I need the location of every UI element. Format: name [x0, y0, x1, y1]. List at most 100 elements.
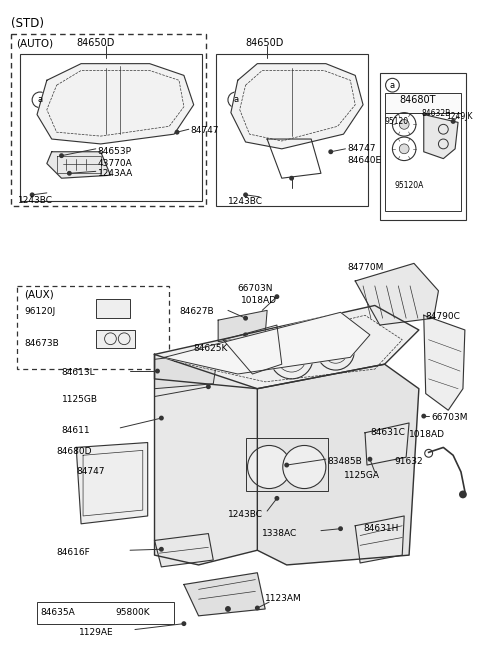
Bar	[96, 330, 135, 348]
Text: 84790C: 84790C	[426, 312, 461, 322]
Circle shape	[243, 193, 248, 197]
Bar	[21, 54, 202, 200]
Text: 1018AD: 1018AD	[240, 295, 276, 305]
Circle shape	[459, 491, 467, 498]
Polygon shape	[76, 443, 148, 524]
Text: 84770M: 84770M	[348, 263, 384, 272]
Text: 1123AM: 1123AM	[265, 594, 302, 603]
Text: 84625K: 84625K	[194, 344, 228, 352]
Circle shape	[175, 130, 180, 135]
Polygon shape	[47, 152, 110, 178]
Bar	[96, 299, 130, 318]
Circle shape	[275, 294, 279, 299]
Polygon shape	[218, 310, 267, 342]
Text: 96120J: 96120J	[24, 307, 56, 316]
Polygon shape	[37, 64, 194, 144]
Bar	[216, 54, 368, 206]
Text: 1125GA: 1125GA	[344, 471, 380, 480]
Text: a: a	[390, 81, 395, 90]
Circle shape	[225, 606, 231, 612]
Polygon shape	[155, 534, 213, 567]
Text: 1338AC: 1338AC	[262, 529, 298, 538]
Text: 1243BC: 1243BC	[228, 196, 263, 206]
Text: 84631H: 84631H	[363, 524, 398, 533]
Text: 84650D: 84650D	[246, 38, 284, 48]
Text: 1243BC: 1243BC	[228, 510, 263, 519]
Polygon shape	[184, 572, 265, 616]
Circle shape	[67, 171, 72, 176]
Polygon shape	[155, 305, 419, 388]
Text: 84747: 84747	[348, 144, 376, 153]
Text: 84747: 84747	[191, 126, 219, 136]
Circle shape	[255, 605, 260, 610]
Text: 84673B: 84673B	[24, 339, 59, 348]
Circle shape	[159, 416, 164, 421]
Text: 84611: 84611	[61, 426, 90, 435]
Circle shape	[59, 153, 64, 158]
Circle shape	[155, 369, 160, 373]
Bar	[17, 286, 169, 369]
Polygon shape	[164, 312, 370, 374]
Circle shape	[243, 316, 248, 321]
Bar	[384, 113, 461, 210]
Text: 66703N: 66703N	[238, 284, 273, 293]
Text: 1125GB: 1125GB	[61, 394, 97, 403]
Text: 84650D: 84650D	[76, 38, 115, 48]
Polygon shape	[355, 516, 404, 563]
Polygon shape	[231, 64, 363, 149]
Circle shape	[399, 119, 409, 129]
Bar	[380, 73, 466, 220]
Circle shape	[181, 621, 186, 626]
Circle shape	[451, 119, 456, 124]
Text: 84653P: 84653P	[98, 147, 132, 156]
Circle shape	[368, 457, 372, 462]
Text: 84632B: 84632B	[422, 109, 451, 118]
Text: 95800K: 95800K	[115, 608, 150, 617]
Text: 66703M: 66703M	[432, 413, 468, 422]
Text: 84613L: 84613L	[61, 368, 95, 377]
Circle shape	[284, 462, 289, 468]
Circle shape	[243, 332, 248, 337]
Polygon shape	[424, 115, 458, 159]
Circle shape	[399, 144, 409, 154]
Text: (AUX): (AUX)	[24, 290, 54, 300]
Text: 84635A: 84635A	[40, 608, 75, 617]
Text: 84640E: 84640E	[348, 156, 382, 164]
Circle shape	[248, 445, 290, 489]
Circle shape	[159, 547, 164, 552]
Text: 83485B: 83485B	[328, 457, 362, 466]
Circle shape	[338, 526, 343, 531]
Text: 91632: 91632	[395, 457, 423, 466]
Polygon shape	[155, 354, 257, 565]
Text: (STD): (STD)	[11, 16, 44, 29]
Text: a: a	[233, 96, 239, 104]
Text: a: a	[37, 96, 43, 104]
Bar	[37, 602, 174, 624]
Circle shape	[421, 414, 426, 419]
Polygon shape	[355, 263, 438, 325]
Bar	[11, 34, 206, 206]
Text: 1018AD: 1018AD	[409, 430, 445, 439]
Circle shape	[275, 496, 279, 501]
Text: 1129AE: 1129AE	[79, 627, 114, 637]
Text: 84680D: 84680D	[57, 447, 92, 457]
Text: 95120: 95120	[384, 117, 409, 126]
Polygon shape	[155, 352, 218, 388]
Bar	[246, 438, 328, 491]
Polygon shape	[365, 423, 409, 465]
Circle shape	[206, 384, 211, 389]
Circle shape	[283, 445, 326, 489]
Circle shape	[30, 193, 35, 197]
Text: 84616F: 84616F	[57, 548, 90, 557]
Text: 1243BC: 1243BC	[17, 196, 52, 205]
Text: 43770A: 43770A	[98, 159, 132, 168]
Bar	[384, 93, 461, 113]
Text: 1249JK: 1249JK	[446, 111, 473, 121]
Text: 84680T: 84680T	[399, 95, 436, 105]
Polygon shape	[257, 364, 419, 565]
Text: 84747: 84747	[76, 467, 105, 476]
Text: (AUTO): (AUTO)	[16, 38, 54, 48]
Text: 1243AA: 1243AA	[98, 170, 133, 178]
Polygon shape	[424, 315, 465, 410]
Text: 95120A: 95120A	[395, 181, 424, 190]
